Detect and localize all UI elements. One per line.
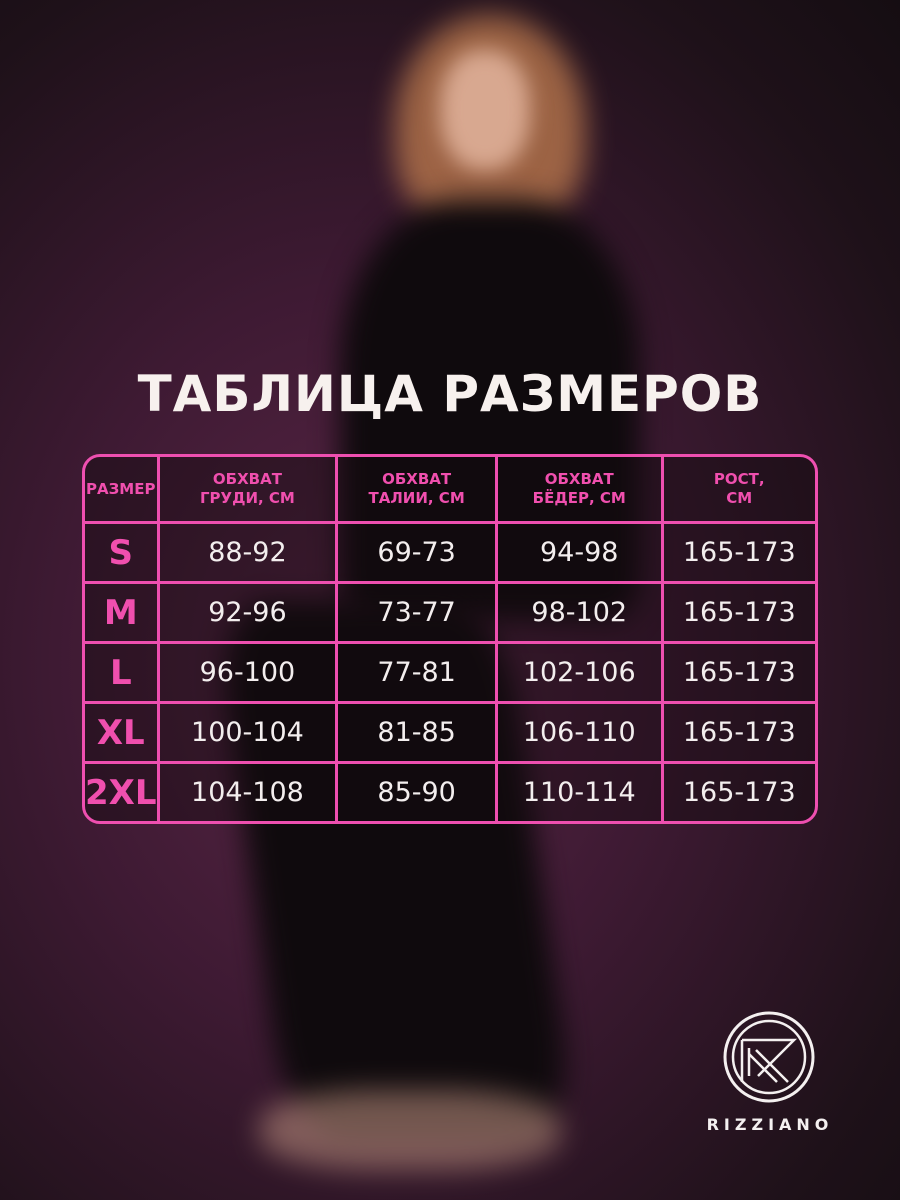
cell-chest: 100-104 (159, 704, 339, 764)
cell-height: 165-173 (663, 644, 815, 704)
cell-size: L (85, 644, 160, 704)
size-table: РАЗМЕР ОБХВАТ ГРУДИ, СМ ОБХВАТ ТАЛИИ, СМ… (82, 454, 818, 824)
model-torso-blur (340, 200, 640, 620)
header-height: РОСТ, СМ (663, 457, 815, 524)
cell-waist: 81-85 (338, 704, 498, 764)
table-row: L 96-100 77-81 102-106 165-173 (85, 644, 815, 704)
cell-chest: 96-100 (159, 644, 339, 704)
cell-height: 165-173 (663, 524, 815, 584)
table-row: S 88-92 69-73 94-98 165-173 (85, 524, 815, 584)
header-hips: ОБХВАТ БЁДЕР, СМ (497, 457, 664, 524)
page-title: ТАБЛИЦА РАЗМЕРОВ (137, 365, 763, 423)
cell-height: 165-173 (663, 584, 815, 644)
cell-size: XL (85, 704, 160, 764)
cell-height: 165-173 (682, 777, 796, 808)
cell-size: M (85, 584, 160, 644)
cell-chest: 92-96 (159, 584, 339, 644)
brand-name: RIZZIANO (706, 1115, 834, 1134)
header-chest: ОБХВАТ ГРУДИ, СМ (159, 457, 339, 524)
table-row: 2XL 104-108 85-90 110-114 165-173 (85, 764, 815, 821)
cell-size: S (85, 524, 160, 584)
model-feet-blur (260, 1090, 560, 1170)
cell-hips: 94-98 (497, 524, 664, 584)
cell-hips: 110-114 (498, 764, 664, 821)
table-header-row: РАЗМЕР ОБХВАТ ГРУДИ, СМ ОБХВАТ ТАЛИИ, СМ… (85, 457, 815, 524)
cell-chest: 88-92 (159, 524, 339, 584)
cell-chest: 104-108 (160, 764, 339, 821)
cell-height: 165-173 (663, 704, 815, 764)
table-row: XL 100-104 81-85 106-110 165-173 (85, 704, 815, 764)
table-row: M 92-96 73-77 98-102 165-173 (85, 584, 815, 644)
cell-waist: 73-77 (338, 584, 498, 644)
rizziano-logo-icon (723, 1011, 815, 1103)
cell-hips: 98-102 (497, 584, 664, 644)
cell-waist: 69-73 (338, 524, 498, 584)
header-size: РАЗМЕР (85, 457, 160, 524)
header-waist: ОБХВАТ ТАЛИИ, СМ (338, 457, 498, 524)
cell-hips: 106-110 (497, 704, 664, 764)
cell-hips: 102-106 (497, 644, 664, 704)
model-face-blur (440, 50, 530, 170)
cell-waist: 85-90 (338, 764, 498, 821)
cell-size: 2XL (85, 764, 160, 821)
cell-waist: 77-81 (338, 644, 498, 704)
